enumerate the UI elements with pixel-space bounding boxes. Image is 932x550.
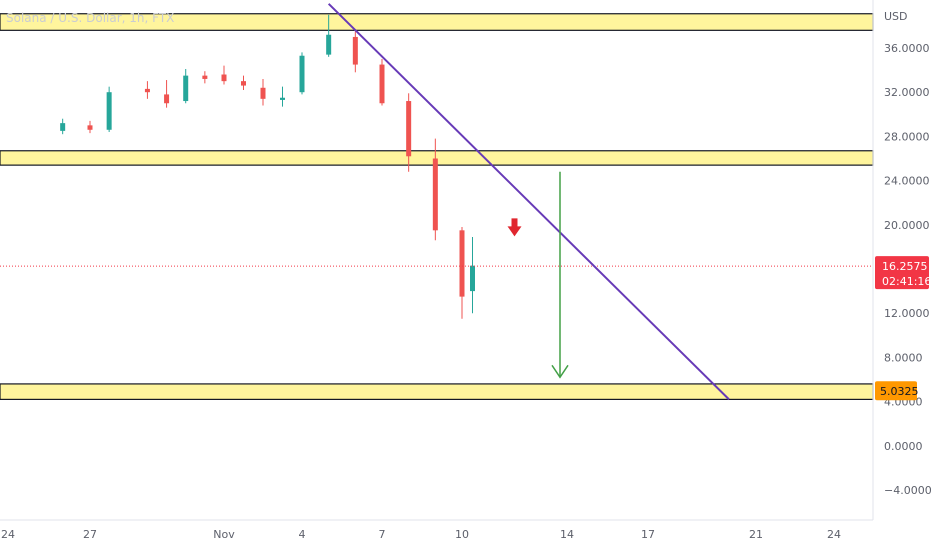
candle-body-12 bbox=[299, 55, 305, 93]
candle-body-16 bbox=[406, 101, 412, 157]
y-tick-label: 36.0000 bbox=[884, 42, 930, 55]
y-tick-label: 20.0000 bbox=[884, 219, 930, 232]
candle-body-19 bbox=[470, 265, 475, 292]
x-tick-label: 24 bbox=[1, 528, 15, 541]
candle-body-10 bbox=[260, 87, 266, 99]
y-tick-label: 28.0000 bbox=[884, 130, 930, 143]
time-axis[interactable]: 24 27 Nov 4 7 10 14 17 21 24 bbox=[1, 528, 841, 541]
y-tick-label: 0.0000 bbox=[884, 440, 923, 453]
candle-body-2 bbox=[87, 125, 93, 130]
candle-body-13 bbox=[326, 34, 332, 55]
chart-title: Solana / U.S. Dollar, 1h, FTX bbox=[6, 11, 174, 25]
currency-label: USD bbox=[884, 10, 908, 23]
target-price-tag: 5.0325 bbox=[875, 381, 919, 401]
price-zone-3[interactable] bbox=[0, 383, 874, 400]
descending-trendline[interactable] bbox=[327, 3, 730, 401]
candle-body-15 bbox=[379, 64, 385, 104]
candle-body-8 bbox=[221, 74, 227, 82]
y-tick-label: 12.0000 bbox=[884, 307, 930, 320]
candle-body-4 bbox=[144, 88, 150, 93]
candle-body-7 bbox=[202, 75, 208, 79]
current-price-tag-background bbox=[875, 256, 929, 290]
x-tick-label: 21 bbox=[749, 528, 763, 541]
x-tick-label: 27 bbox=[83, 528, 97, 541]
y-tick-label: 32.0000 bbox=[884, 86, 930, 99]
target-price-label: 5.0325 bbox=[880, 385, 919, 398]
current-price-label: 16.2575 bbox=[882, 260, 928, 273]
countdown-label: 02:41:16 bbox=[882, 275, 931, 288]
candle-body-17 bbox=[432, 158, 438, 231]
target-arrow-head-icon bbox=[551, 364, 569, 379]
candle-body-5 bbox=[164, 94, 170, 104]
candle-body-14 bbox=[352, 36, 358, 65]
down-arrow-icon bbox=[507, 218, 522, 237]
candle-body-1 bbox=[60, 123, 66, 131]
y-tick-label: 24.0000 bbox=[884, 175, 930, 188]
annotations bbox=[507, 171, 569, 379]
x-tick-label: 4 bbox=[299, 528, 306, 541]
x-tick-label: Nov bbox=[213, 528, 235, 541]
x-tick-label: 7 bbox=[379, 528, 386, 541]
y-tick-label: −4.0000 bbox=[884, 484, 932, 497]
candle-body-6 bbox=[183, 75, 189, 102]
candle-body-3 bbox=[106, 92, 112, 130]
candle-body-11 bbox=[280, 97, 285, 100]
x-tick-label: 17 bbox=[641, 528, 655, 541]
candlestick-series bbox=[60, 14, 475, 319]
target-price-tag-background bbox=[875, 381, 917, 401]
candle-body-9 bbox=[241, 81, 246, 86]
current-price-tag: 16.2575 02:41:16 bbox=[875, 256, 931, 290]
x-tick-label: 14 bbox=[560, 528, 574, 541]
y-tick-label: 8.0000 bbox=[884, 351, 923, 364]
price-axis[interactable]: 36.000032.000028.000024.000020.000016.00… bbox=[884, 42, 932, 497]
x-tick-label: 24 bbox=[827, 528, 841, 541]
x-tick-label: 10 bbox=[455, 528, 469, 541]
candle-body-18 bbox=[459, 230, 465, 297]
